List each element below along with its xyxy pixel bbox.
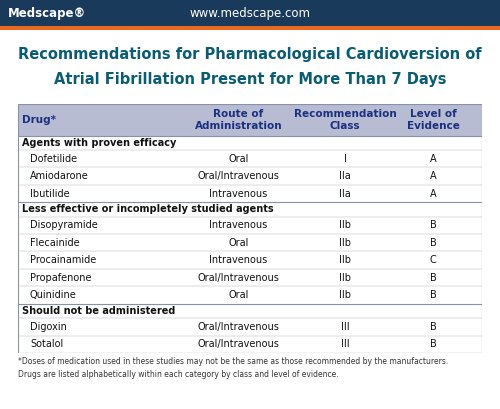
Text: Oral: Oral xyxy=(228,290,248,300)
Text: IIb: IIb xyxy=(339,238,351,248)
Text: Source: Cardiosource © 2006 by the American College of Cardiology Foundation: Source: Cardiosource © 2006 by the Ameri… xyxy=(36,391,464,400)
Text: IIb: IIb xyxy=(339,220,351,230)
Text: B: B xyxy=(430,273,436,283)
Text: A: A xyxy=(430,189,436,199)
Text: Dofetilide: Dofetilide xyxy=(30,154,77,164)
Text: Oral: Oral xyxy=(228,154,248,164)
Bar xyxy=(18,104,482,136)
Text: A: A xyxy=(430,171,436,181)
Text: Atrial Fibrillation Present for More Than 7 Days: Atrial Fibrillation Present for More Tha… xyxy=(54,72,446,87)
Text: III: III xyxy=(341,339,349,349)
Text: Oral/Intravenous: Oral/Intravenous xyxy=(198,339,280,349)
Text: Medscape®: Medscape® xyxy=(8,7,86,20)
Bar xyxy=(0,26,500,30)
Text: Propafenone: Propafenone xyxy=(30,273,92,283)
Text: Oral/Intravenous: Oral/Intravenous xyxy=(198,273,280,283)
Text: B: B xyxy=(430,220,436,230)
Text: Route of
Administration: Route of Administration xyxy=(194,109,282,130)
Text: IIb: IIb xyxy=(339,290,351,300)
Text: IIb: IIb xyxy=(339,273,351,283)
Text: Flecainide: Flecainide xyxy=(30,238,80,248)
Text: Oral: Oral xyxy=(228,238,248,248)
Text: B: B xyxy=(430,339,436,349)
Text: Oral/Intravenous: Oral/Intravenous xyxy=(198,322,280,332)
Text: Sotalol: Sotalol xyxy=(30,339,63,349)
Text: Intravenous: Intravenous xyxy=(210,255,268,265)
Text: Ibutilide: Ibutilide xyxy=(30,189,70,199)
Text: A: A xyxy=(430,154,436,164)
Text: C: C xyxy=(430,255,436,265)
Text: Procainamide: Procainamide xyxy=(30,255,96,265)
Text: Intravenous: Intravenous xyxy=(210,189,268,199)
Text: Should not be administered: Should not be administered xyxy=(22,306,176,316)
Text: Intravenous: Intravenous xyxy=(210,220,268,230)
Text: IIa: IIa xyxy=(339,189,351,199)
Text: B: B xyxy=(430,290,436,300)
Text: Level of
Evidence: Level of Evidence xyxy=(407,109,460,130)
Text: IIb: IIb xyxy=(339,255,351,265)
Text: www.medscape.com: www.medscape.com xyxy=(190,7,310,20)
Bar xyxy=(0,0,500,26)
Text: Drugs are listed alphabetically within each category by class and level of evide: Drugs are listed alphabetically within e… xyxy=(18,370,338,379)
Text: IIa: IIa xyxy=(339,171,351,181)
Text: *Doses of medication used in these studies may not be the same as those recommen: *Doses of medication used in these studi… xyxy=(18,357,448,366)
Text: B: B xyxy=(430,238,436,248)
Text: Agents with proven efficacy: Agents with proven efficacy xyxy=(22,138,176,148)
Text: Drug*: Drug* xyxy=(22,115,56,125)
Text: III: III xyxy=(341,322,349,332)
Text: Less effective or incompletely studied agents: Less effective or incompletely studied a… xyxy=(22,204,274,214)
Text: Quinidine: Quinidine xyxy=(30,290,77,300)
Text: Recommendation
Class: Recommendation Class xyxy=(294,109,397,130)
Text: Recommendations for Pharmacological Cardioversion of: Recommendations for Pharmacological Card… xyxy=(18,47,482,62)
Text: B: B xyxy=(430,322,436,332)
Text: I: I xyxy=(344,154,346,164)
Text: Digoxin: Digoxin xyxy=(30,322,67,332)
Text: Oral/Intravenous: Oral/Intravenous xyxy=(198,171,280,181)
Text: Amiodarone: Amiodarone xyxy=(30,171,89,181)
Text: Disopyramide: Disopyramide xyxy=(30,220,98,230)
